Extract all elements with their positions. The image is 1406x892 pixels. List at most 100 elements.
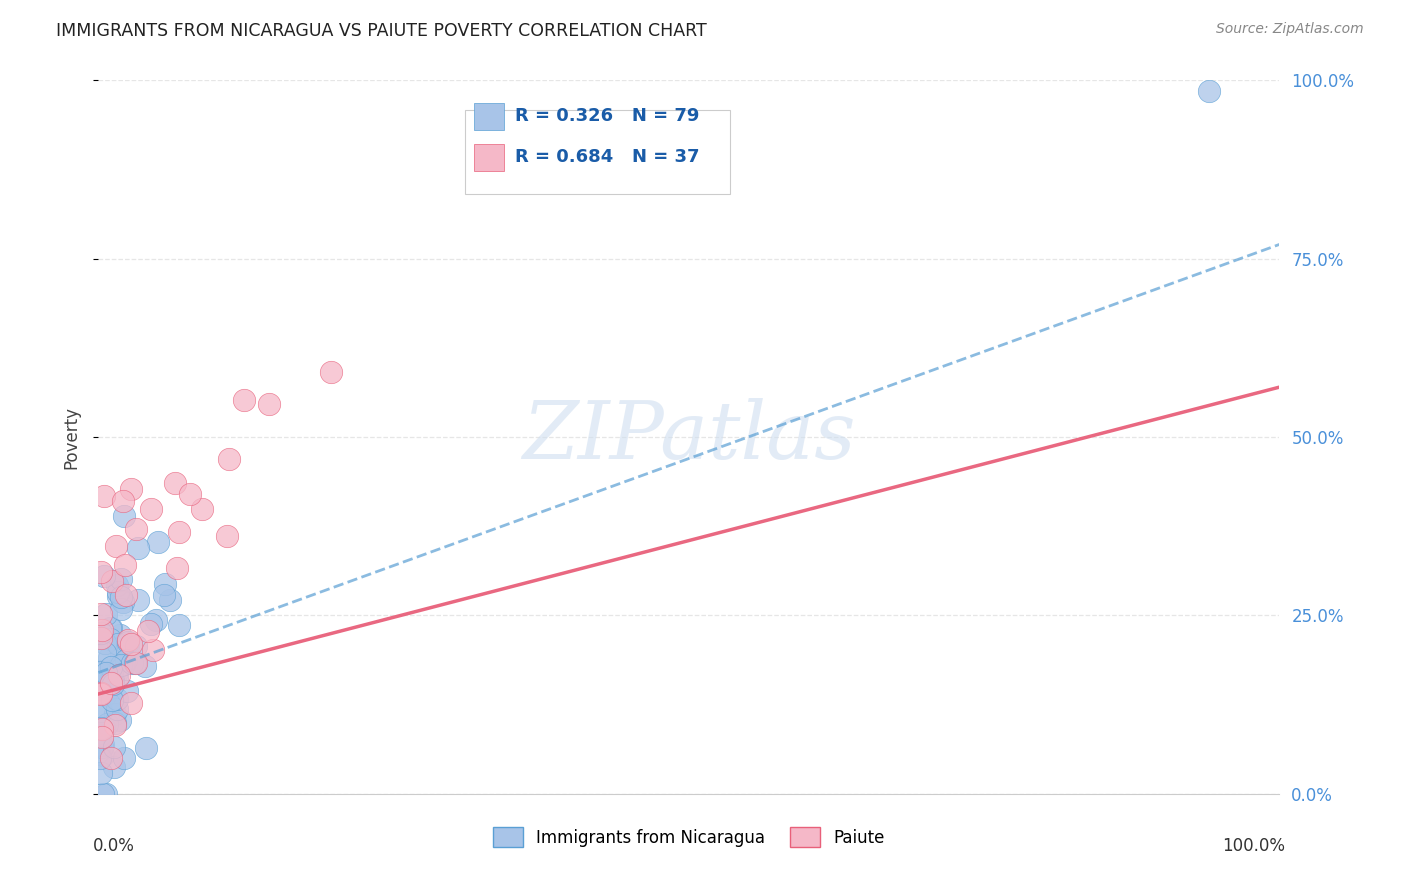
- Point: [90, 731, 112, 745]
- Point: [110, 572, 132, 586]
- Text: R = 0.326   N = 79: R = 0.326 N = 79: [516, 107, 700, 125]
- Point: [146, 535, 169, 549]
- Point: [115, 653, 138, 667]
- Point: [114, 508, 136, 523]
- Point: [94, 607, 117, 622]
- Point: [100, 675, 122, 690]
- Point: [135, 741, 157, 756]
- Text: IMMIGRANTS FROM NICARAGUA VS PAIUTE POVERTY CORRELATION CHART: IMMIGRANTS FROM NICARAGUA VS PAIUTE POVE…: [56, 22, 707, 40]
- Point: [111, 493, 134, 508]
- Point: [90, 565, 112, 579]
- Text: 0.0%: 0.0%: [93, 837, 135, 855]
- Point: [105, 672, 128, 686]
- Point: [117, 635, 139, 649]
- Point: [120, 696, 142, 710]
- Point: [110, 601, 132, 615]
- Point: [110, 648, 132, 663]
- Point: [167, 524, 190, 539]
- FancyBboxPatch shape: [464, 111, 730, 194]
- Point: [93, 787, 115, 801]
- Point: [89, 751, 111, 765]
- Point: [98, 674, 121, 689]
- Point: [136, 624, 159, 639]
- Point: [127, 593, 149, 607]
- Point: [110, 628, 132, 642]
- Point: [155, 576, 177, 591]
- Point: [257, 397, 280, 411]
- Point: [110, 658, 132, 673]
- Point: [89, 700, 111, 714]
- Point: [89, 738, 111, 752]
- Point: [98, 632, 121, 647]
- Point: [127, 541, 149, 556]
- Point: [90, 687, 112, 701]
- Point: [112, 751, 135, 765]
- Point: [90, 722, 112, 736]
- Point: [94, 646, 117, 660]
- Point: [190, 501, 212, 516]
- Point: [103, 676, 125, 690]
- Point: [90, 626, 112, 640]
- Point: [117, 632, 139, 647]
- Y-axis label: Poverty: Poverty: [62, 406, 80, 468]
- Point: [105, 701, 128, 715]
- Point: [166, 561, 188, 575]
- Point: [120, 637, 142, 651]
- Text: ZIPatlas: ZIPatlas: [522, 399, 856, 475]
- Text: Source: ZipAtlas.com: Source: ZipAtlas.com: [1216, 22, 1364, 37]
- Point: [105, 578, 128, 592]
- Point: [101, 574, 124, 588]
- Point: [91, 738, 114, 752]
- Point: [98, 621, 121, 635]
- Point: [142, 643, 165, 657]
- Point: [112, 657, 135, 671]
- Point: [1198, 84, 1220, 98]
- Point: [103, 759, 125, 773]
- Point: [111, 595, 134, 609]
- Point: [100, 660, 122, 674]
- Point: [117, 639, 139, 653]
- Point: [124, 657, 146, 671]
- Point: [141, 616, 163, 631]
- Point: [90, 705, 112, 719]
- Point: [124, 656, 146, 670]
- Point: [90, 722, 112, 736]
- Point: [179, 487, 201, 501]
- Point: [91, 623, 114, 637]
- Point: [101, 665, 124, 679]
- Point: [93, 721, 115, 735]
- Point: [218, 451, 240, 466]
- Point: [91, 747, 114, 762]
- Point: [115, 588, 138, 602]
- Point: [107, 665, 129, 679]
- Point: [159, 592, 181, 607]
- Point: [163, 475, 186, 490]
- Point: [93, 568, 115, 582]
- Point: [152, 588, 174, 602]
- Point: [94, 665, 117, 680]
- Point: [108, 713, 131, 727]
- Bar: [474, 144, 503, 171]
- Point: [100, 621, 122, 635]
- Point: [94, 669, 117, 683]
- Point: [114, 558, 136, 572]
- Point: [215, 529, 238, 543]
- Point: [319, 365, 342, 379]
- Point: [145, 613, 167, 627]
- Point: [90, 631, 112, 645]
- Point: [89, 664, 111, 678]
- Point: [89, 766, 111, 780]
- Point: [103, 674, 125, 689]
- Point: [125, 522, 148, 536]
- Point: [101, 677, 124, 691]
- Point: [101, 693, 124, 707]
- Point: [103, 718, 125, 732]
- Point: [90, 607, 112, 621]
- Point: [104, 706, 127, 721]
- Point: [105, 691, 128, 706]
- Point: [94, 688, 117, 702]
- Point: [107, 637, 129, 651]
- Point: [90, 740, 112, 755]
- Point: [89, 631, 111, 645]
- Point: [107, 585, 129, 599]
